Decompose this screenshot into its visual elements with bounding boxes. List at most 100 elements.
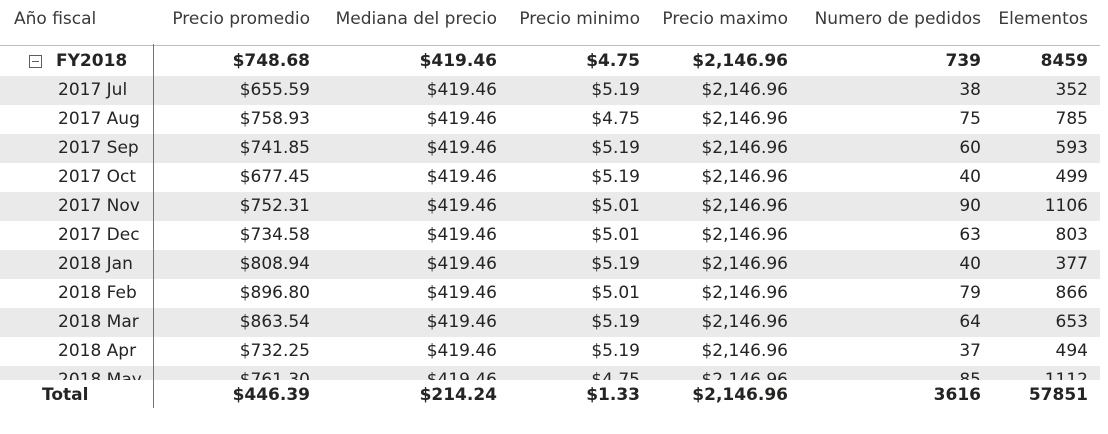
group-order-count: 739 [945,51,982,71]
cell-median-price: $419.46 [426,109,497,129]
row-label: 2017 Nov [14,192,152,221]
row-label: 2018 Jan [14,250,152,279]
table-row: 2017 Aug $758.93 $419.46 $4.75 $2,146.96… [0,105,1100,134]
cell-avg-price: $761.30 [239,370,310,380]
column-header-median-price[interactable]: Mediana del precio [335,9,497,29]
cell-min-price: $4.75 [591,109,640,129]
header-row: Año fiscal Precio promedio Mediana del p… [0,5,1100,34]
column-header-min-price[interactable]: Precio minimo [519,9,640,29]
table-row: 2018 Mar $863.54 $419.46 $5.19 $2,146.96… [0,308,1100,337]
cell-max-price: $2,146.96 [701,370,788,380]
row-label: 2017 Sep [14,134,152,163]
table-row: 2018 Feb $896.80 $419.46 $5.01 $2,146.96… [0,279,1100,308]
column-header-max-price[interactable]: Precio maximo [662,9,788,29]
cell-min-price: $5.19 [591,167,640,187]
cell-avg-price: $863.54 [239,312,310,332]
cell-order-count: 75 [959,109,981,129]
column-header-year[interactable]: Año fiscal [14,9,97,29]
cell-order-count: 37 [959,341,981,361]
cell-items: 494 [1055,341,1088,361]
cell-items: 1112 [1044,370,1088,380]
column-header-items[interactable]: Elementos [998,9,1088,29]
cell-items: 352 [1055,80,1088,100]
group-max-price: $2,146.96 [692,51,788,71]
cell-avg-price: $758.93 [239,109,310,129]
cell-order-count: 85 [959,370,981,380]
group-items: 8459 [1040,51,1088,71]
cell-avg-price: $752.31 [239,196,310,216]
cell-items: 866 [1055,283,1088,303]
table-row: 2018 Apr $732.25 $419.46 $5.19 $2,146.96… [0,337,1100,366]
cell-avg-price: $655.59 [239,80,310,100]
total-row: Total $446.39 $214.24 $1.33 $2,146.96 36… [0,381,1100,410]
cell-min-price: $5.19 [591,341,640,361]
group-label-cell: FY2018 [14,47,152,76]
cell-avg-price: $734.58 [239,225,310,245]
table-row: 2018 Jan $808.94 $419.46 $5.19 $2,146.96… [0,250,1100,279]
row-label: 2018 Apr [58,341,137,361]
table-row: 2017 Nov $752.31 $419.46 $5.01 $2,146.96… [0,192,1100,221]
table-row: 2017 Sep $741.85 $419.46 $5.19 $2,146.96… [0,134,1100,163]
cell-max-price: $2,146.96 [701,109,788,129]
cell-order-count: 79 [959,283,981,303]
cell-avg-price: $741.85 [239,138,310,158]
cell-median-price: $419.46 [426,312,497,332]
cell-order-count: 40 [959,254,981,274]
cell-min-price: $5.19 [591,138,640,158]
cell-order-count: 64 [959,312,981,332]
row-label: 2018 Mar [14,308,152,337]
row-header-divider [153,44,154,408]
cell-median-price: $419.46 [426,225,497,245]
cell-min-price: $5.19 [591,312,640,332]
table-row: 2017 Oct $677.45 $419.46 $5.19 $2,146.96… [0,163,1100,192]
cell-max-price: $2,146.96 [701,80,788,100]
cell-avg-price: $808.94 [239,254,310,274]
total-order-count: 3616 [933,385,981,405]
cell-items: 803 [1055,225,1088,245]
cell-median-price: $419.46 [426,138,497,158]
total-label: Total [42,385,89,405]
group-label: FY2018 [56,51,128,71]
collapse-minus-icon[interactable] [29,55,42,68]
total-min-price: $1.33 [586,385,640,405]
cell-items: 1106 [1044,196,1088,216]
cell-median-price: $419.46 [426,196,497,216]
group-row: FY2018 $748.68 $419.46 $4.75 $2,146.96 7… [0,47,1100,76]
table-body[interactable]: FY2018 $748.68 $419.46 $4.75 $2,146.96 7… [0,46,1100,380]
cell-min-price: $4.75 [591,370,640,380]
cell-order-count: 40 [959,167,981,187]
total-items: 57851 [1028,385,1088,405]
total-max-price: $2,146.96 [692,385,788,405]
cell-items: 377 [1055,254,1088,274]
cell-items: 499 [1055,167,1088,187]
group-median-price: $419.46 [419,51,497,71]
cell-order-count: 60 [959,138,981,158]
group-avg-price: $748.68 [232,51,310,71]
cell-median-price: $419.46 [426,254,497,274]
row-label: 2017 Aug [58,109,140,129]
column-header-avg-price[interactable]: Precio promedio [172,9,310,29]
cell-avg-price: $896.80 [239,283,310,303]
cell-avg-price: $732.25 [239,341,310,361]
cell-items: 653 [1055,312,1088,332]
cell-median-price: $419.46 [426,341,497,361]
cell-max-price: $2,146.96 [701,341,788,361]
cell-min-price: $5.19 [591,254,640,274]
cell-avg-price: $677.45 [239,167,310,187]
cell-min-price: $5.19 [591,80,640,100]
cell-order-count: 63 [959,225,981,245]
cell-min-price: $5.01 [591,283,640,303]
cell-max-price: $2,146.96 [701,254,788,274]
total-median-price: $214.24 [419,385,497,405]
table-row: 2018 May $761.30 $419.46 $4.75 $2,146.96… [0,366,1100,380]
cell-max-price: $2,146.96 [701,225,788,245]
cell-min-price: $5.01 [591,225,640,245]
row-label: 2018 Feb [58,283,137,303]
cell-max-price: $2,146.96 [701,312,788,332]
column-header-order-count[interactable]: Numero de pedidos [814,9,981,29]
row-label: 2017 Dec [58,225,140,245]
cell-median-price: $419.46 [426,80,497,100]
cell-max-price: $2,146.96 [701,138,788,158]
table-row: 2017 Jul $655.59 $419.46 $5.19 $2,146.96… [0,76,1100,105]
